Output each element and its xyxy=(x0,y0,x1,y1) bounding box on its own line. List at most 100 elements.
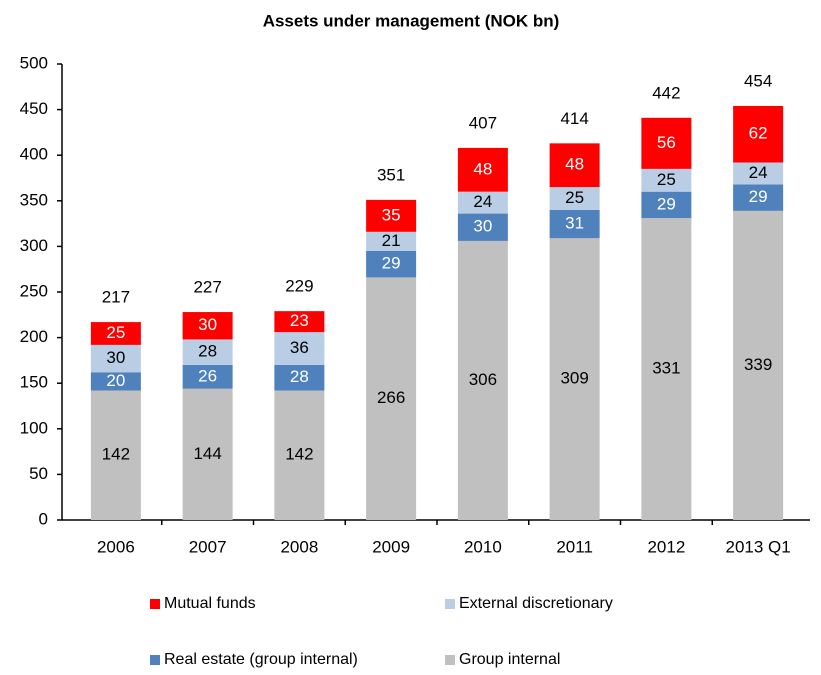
bar-segment xyxy=(274,390,325,520)
data-label: 48 xyxy=(565,155,584,174)
data-label: 142 xyxy=(285,445,313,464)
bar-segment xyxy=(366,231,417,251)
data-label: 29 xyxy=(657,194,676,213)
total-label: 227 xyxy=(193,278,221,297)
data-label: 266 xyxy=(377,388,405,407)
data-label: 331 xyxy=(652,359,680,378)
legend-swatch xyxy=(445,599,455,609)
bar-segment xyxy=(457,191,508,214)
data-label: 28 xyxy=(198,342,217,361)
bar-segment xyxy=(274,332,325,365)
bar-segment xyxy=(457,240,508,521)
legend-swatch xyxy=(150,655,160,665)
total-label: 454 xyxy=(744,71,772,90)
bar-segment xyxy=(182,339,233,365)
data-label: 26 xyxy=(198,366,217,385)
data-label: 56 xyxy=(657,133,676,152)
y-tick-label: 100 xyxy=(20,418,48,437)
data-label: 29 xyxy=(749,187,768,206)
legend-label: Mutual funds xyxy=(164,595,256,612)
bar-segment xyxy=(549,238,600,520)
bar-segment xyxy=(90,372,141,391)
total-label: 442 xyxy=(652,83,680,102)
data-label: 30 xyxy=(473,217,492,236)
x-tick-label: 2006 xyxy=(97,537,135,556)
data-label: 24 xyxy=(749,163,768,182)
y-tick-label: 250 xyxy=(20,281,48,300)
data-label: 24 xyxy=(473,192,492,211)
y-tick-label: 150 xyxy=(20,373,48,392)
y-tick-label: 200 xyxy=(20,327,48,346)
x-tick-label: 2007 xyxy=(189,537,227,556)
x-tick-label: 2011 xyxy=(556,537,593,556)
data-label: 25 xyxy=(565,188,584,207)
bar-segment xyxy=(366,250,417,278)
legend-swatch xyxy=(445,655,455,665)
bar-segment xyxy=(182,312,233,340)
bar-segment xyxy=(90,390,141,520)
data-label: 25 xyxy=(657,170,676,189)
bar-segment xyxy=(182,388,233,520)
data-label: 309 xyxy=(560,369,588,388)
legend-swatch xyxy=(150,599,160,609)
bar-segment xyxy=(182,364,233,389)
total-label: 414 xyxy=(560,109,588,128)
bar-segment xyxy=(641,191,692,219)
bar-segment xyxy=(549,209,600,239)
bar-segment xyxy=(366,277,417,520)
total-label: 351 xyxy=(377,165,405,184)
chart-title: Assets under management (NOK bn) xyxy=(263,11,560,30)
data-label: 25 xyxy=(106,323,125,342)
x-tick-label: 2009 xyxy=(372,537,410,556)
data-label: 23 xyxy=(290,311,309,330)
bar-segment xyxy=(733,162,784,185)
bar-segment xyxy=(733,184,784,211)
data-label: 306 xyxy=(469,370,497,389)
bar-segment xyxy=(457,213,508,241)
legend-label: Real estate (group internal) xyxy=(164,651,358,668)
bar-segment xyxy=(641,168,692,192)
data-label: 62 xyxy=(749,124,768,143)
y-tick-label: 300 xyxy=(20,236,48,255)
data-label: 48 xyxy=(473,159,492,178)
bar-segment xyxy=(733,210,784,520)
bar-segment xyxy=(274,311,325,333)
total-label: 407 xyxy=(469,113,497,132)
y-tick-label: 50 xyxy=(29,464,48,483)
data-label: 30 xyxy=(198,315,217,334)
data-label: 144 xyxy=(193,444,221,463)
data-label: 35 xyxy=(382,205,401,224)
bar-segment xyxy=(90,344,141,373)
bar-segment xyxy=(733,105,784,163)
data-label: 20 xyxy=(106,371,125,390)
legend-label: External discretionary xyxy=(459,595,613,612)
data-label: 30 xyxy=(106,348,125,367)
data-label: 28 xyxy=(290,367,309,386)
data-label: 29 xyxy=(382,254,401,273)
bar-segment xyxy=(549,143,600,188)
data-label: 36 xyxy=(290,338,309,357)
x-tick-label: 2012 xyxy=(647,537,685,556)
bar-segment xyxy=(274,364,325,391)
total-label: 229 xyxy=(285,277,313,296)
bar-segment xyxy=(90,322,141,345)
total-label: 217 xyxy=(102,288,130,307)
data-label: 21 xyxy=(382,231,401,250)
data-label: 142 xyxy=(102,445,130,464)
y-tick-label: 450 xyxy=(20,99,48,118)
bar-segment xyxy=(641,218,692,521)
y-tick-label: 400 xyxy=(20,145,48,164)
x-tick-label: 2010 xyxy=(464,537,502,556)
data-label: 31 xyxy=(565,214,584,233)
bar-segment xyxy=(549,187,600,210)
data-label: 339 xyxy=(744,355,772,374)
bar-segment xyxy=(366,199,417,232)
x-tick-label: 2013 Q1 xyxy=(726,537,791,556)
y-tick-label: 350 xyxy=(20,190,48,209)
y-tick-label: 500 xyxy=(20,53,48,72)
x-tick-label: 2008 xyxy=(280,537,318,556)
bar-segment xyxy=(457,147,508,192)
y-tick-label: 0 xyxy=(39,509,48,528)
legend-label: Group internal xyxy=(459,651,560,668)
